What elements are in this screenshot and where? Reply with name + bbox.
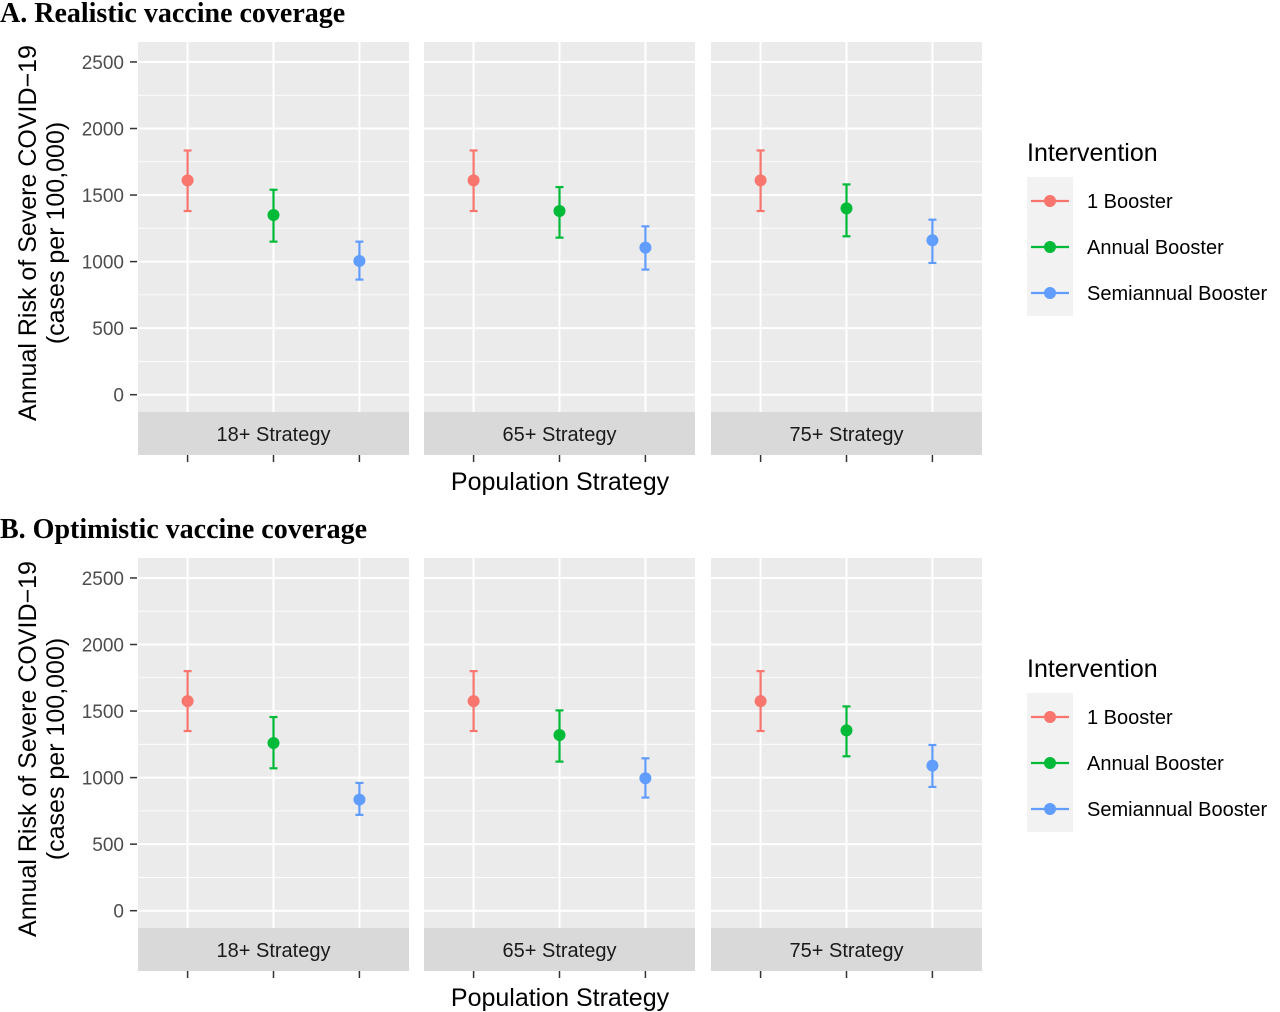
data-point-group xyxy=(639,225,652,271)
legend-key-point xyxy=(1044,241,1056,253)
data-point-group xyxy=(267,188,280,243)
legend: Intervention 1 Booster Annual Booster Semia… xyxy=(1027,139,1267,316)
data-point-group xyxy=(639,757,652,799)
data-point-group xyxy=(353,781,366,816)
y-tick-label: 500 xyxy=(92,319,124,340)
legend-key-point xyxy=(1044,287,1056,299)
y-tick-label: 1500 xyxy=(82,186,124,207)
chart-title: A. Realistic vaccine coverage xyxy=(0,0,345,29)
facet-strip-label: 75+ Strategy xyxy=(790,424,904,446)
data-point xyxy=(267,209,280,222)
data-point xyxy=(467,174,480,187)
legend: Intervention 1 Booster Annual Booster Semia… xyxy=(1027,655,1267,832)
data-point-group xyxy=(754,149,767,213)
legend-label: 1 Booster xyxy=(1087,191,1173,213)
data-point-group xyxy=(926,218,939,265)
legend-label: Annual Booster xyxy=(1087,753,1224,775)
y-tick-label: 2000 xyxy=(82,636,124,657)
facet-strip xyxy=(424,928,695,971)
data-point xyxy=(926,759,939,772)
data-point xyxy=(926,234,939,247)
facet-2: 65+ Strategy xyxy=(424,42,695,462)
y-tick-label: 2500 xyxy=(82,53,124,74)
x-axis-title: Population Strategy xyxy=(451,984,670,1012)
facet-strip-label: 75+ Strategy xyxy=(790,940,904,962)
facet-strip-label: 65+ Strategy xyxy=(503,940,617,962)
y-axis-title: Annual Risk of Severe COVID−19 xyxy=(14,45,42,421)
y-tick-label: 0 xyxy=(113,386,124,407)
facet-strip xyxy=(711,412,982,455)
data-point xyxy=(467,695,480,708)
y-tick-label: 1500 xyxy=(82,702,124,723)
legend-label: Semiannual Booster xyxy=(1087,283,1267,305)
facet-strip xyxy=(138,412,409,455)
legend-title: Intervention xyxy=(1027,655,1158,683)
data-point xyxy=(181,174,194,187)
data-point-group xyxy=(553,185,566,239)
legend-title: Intervention xyxy=(1027,139,1158,167)
x-axis-title: Population Strategy xyxy=(451,468,670,496)
legend-key-point xyxy=(1044,195,1056,207)
data-point xyxy=(353,793,366,806)
facet-strip-label: 18+ Strategy xyxy=(217,424,331,446)
y-tick-label: 0 xyxy=(113,902,124,923)
data-point xyxy=(553,729,566,742)
data-point-group xyxy=(840,183,853,238)
data-point xyxy=(267,737,280,749)
facet-1: 18+ Strategy xyxy=(138,558,409,978)
facet-strip xyxy=(711,928,982,971)
data-point xyxy=(840,202,853,215)
data-point-group xyxy=(754,670,767,733)
y-axis-title-units: (cases per 100,000) xyxy=(42,122,70,344)
data-point-group xyxy=(840,705,853,758)
data-point xyxy=(754,695,767,708)
facet-strip xyxy=(424,412,695,455)
facet-3: 75+ Strategy xyxy=(711,42,982,462)
data-point xyxy=(353,254,366,267)
legend-key-point xyxy=(1044,711,1056,723)
legend-label: 1 Booster xyxy=(1087,707,1173,729)
data-point xyxy=(553,205,566,218)
legend-key-point xyxy=(1044,803,1056,815)
facet-3: 75+ Strategy xyxy=(711,558,982,978)
data-point xyxy=(754,174,767,187)
data-point xyxy=(639,772,652,785)
data-point-group xyxy=(267,715,280,770)
data-point xyxy=(639,241,652,254)
y-tick-label: 500 xyxy=(92,835,124,856)
facet-strip-label: 65+ Strategy xyxy=(503,424,617,446)
legend-key-point xyxy=(1044,757,1056,769)
legend-label: Annual Booster xyxy=(1087,237,1224,259)
data-point-group xyxy=(467,149,480,213)
data-point xyxy=(840,724,853,737)
facet-strip-label: 18+ Strategy xyxy=(217,940,331,962)
y-tick-label: 1000 xyxy=(82,769,124,790)
data-point-group xyxy=(926,743,939,789)
y-axis-title: Annual Risk of Severe COVID−19 xyxy=(14,561,42,937)
y-axis-title-units: (cases per 100,000) xyxy=(42,638,70,860)
data-point-group xyxy=(181,149,194,213)
y-tick-label: 2000 xyxy=(82,120,124,141)
y-tick-label: 1000 xyxy=(82,253,124,274)
facet-2: 65+ Strategy xyxy=(424,558,695,978)
data-point-group xyxy=(181,670,194,733)
y-tick-label: 2500 xyxy=(82,569,124,590)
legend-label: Semiannual Booster xyxy=(1087,799,1267,821)
data-point-group xyxy=(553,709,566,763)
facet-strip xyxy=(138,928,409,971)
data-point-group xyxy=(353,240,366,281)
facet-1: 18+ Strategy xyxy=(138,42,409,462)
chart-panel-b: B. Optimistic vaccine coverage Annual Ris… xyxy=(0,514,1267,1012)
data-point-group xyxy=(467,670,480,733)
chart-title: B. Optimistic vaccine coverage xyxy=(0,514,367,545)
chart-panel-a: A. Realistic vaccine coverage Annual Risk… xyxy=(0,0,1267,496)
data-point xyxy=(181,695,194,708)
